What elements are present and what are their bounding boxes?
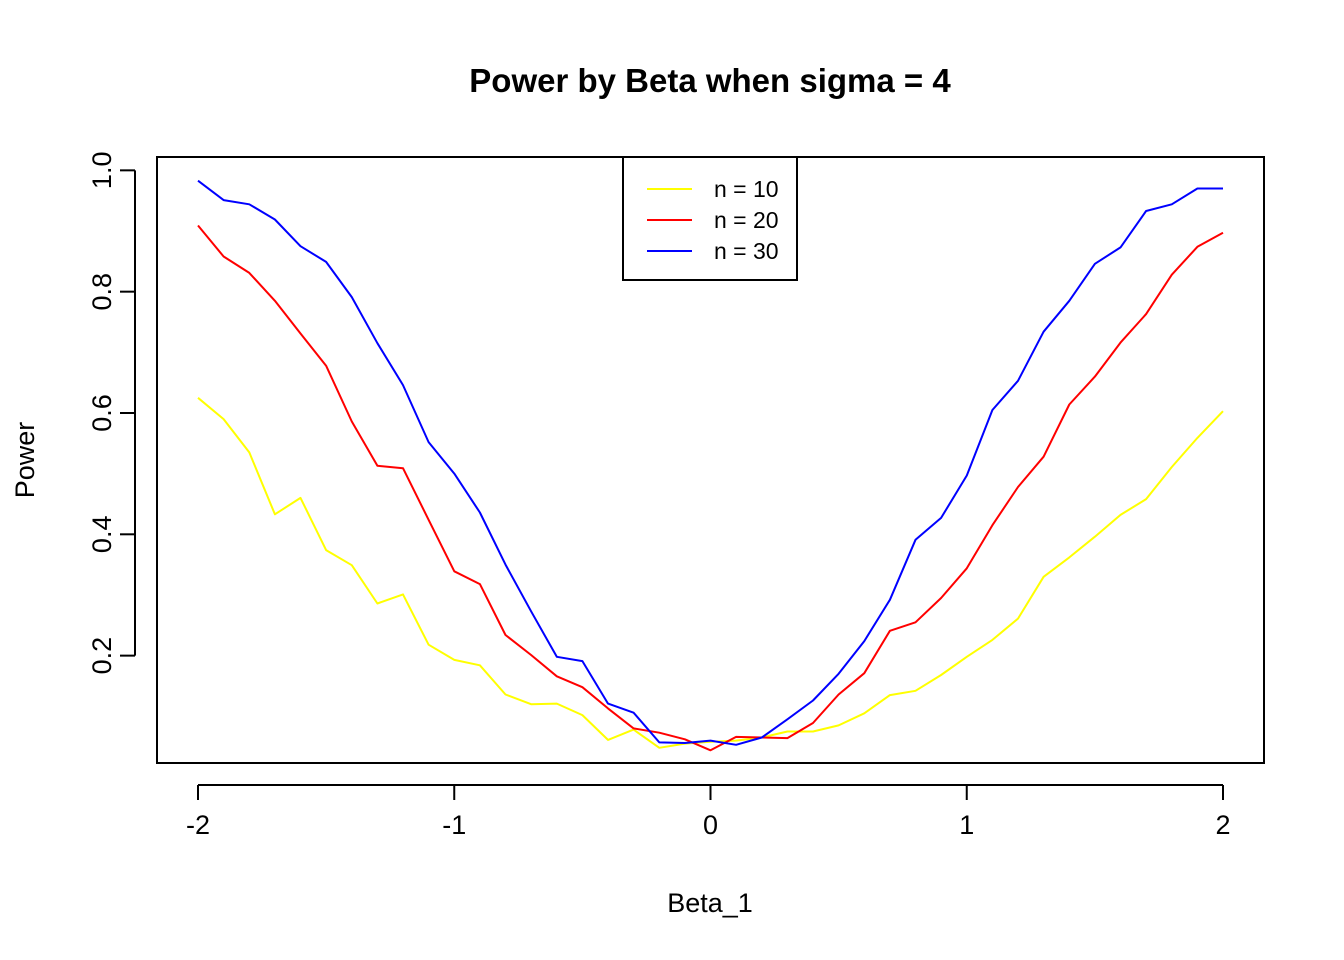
x-tick-label: 1 <box>959 810 974 840</box>
series-line-2 <box>197 224 1224 752</box>
series-line-1 <box>197 397 1224 749</box>
legend-label: n = 10 <box>714 176 779 202</box>
y-axis-label: Power <box>10 422 40 499</box>
x-axis: -2 -1 0 1 2 <box>186 784 1231 840</box>
legend-label: n = 30 <box>714 238 779 264</box>
y-tick-label: 0.6 <box>87 394 117 432</box>
x-tick-label: 0 <box>703 810 718 840</box>
legend-label: n = 20 <box>714 207 779 233</box>
y-tick-label: 0.4 <box>87 516 117 554</box>
legend: n = 10 n = 20 n = 30 <box>622 156 798 281</box>
y-tick-label: 0.2 <box>87 637 117 675</box>
x-tick-label: -2 <box>186 810 210 840</box>
series-layer <box>197 179 1224 752</box>
x-tick-label: -1 <box>442 810 466 840</box>
series-line-3 <box>197 179 1223 746</box>
y-tick-label: 0.8 <box>87 273 117 311</box>
chart-title: Power by Beta when sigma = 4 <box>469 62 951 99</box>
y-tick-label: 1.0 <box>87 152 117 190</box>
x-axis-label: Beta_1 <box>667 888 753 918</box>
legend-box <box>622 156 798 281</box>
x-tick-label: 2 <box>1215 810 1230 840</box>
y-axis: 0.2 0.4 0.6 0.8 1.0 <box>87 152 136 675</box>
